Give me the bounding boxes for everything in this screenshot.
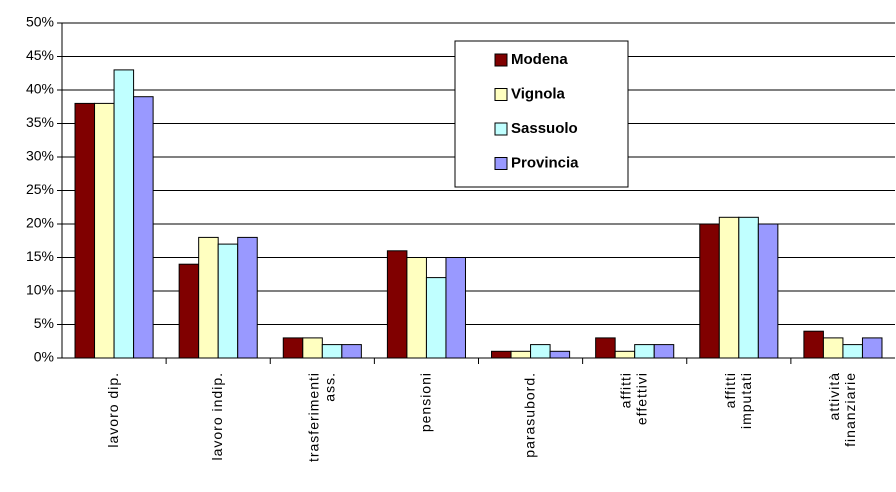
y-tick-label: 25%	[26, 181, 54, 197]
bar	[178, 263, 200, 359]
y-tick-label: 10%	[26, 282, 54, 298]
bar	[425, 277, 447, 359]
bar	[822, 337, 844, 359]
x-tick-label: lavoro dip.	[105, 372, 121, 448]
y-tick-label: 40%	[26, 81, 54, 97]
bar	[74, 102, 96, 359]
bar	[861, 337, 883, 359]
bar	[718, 216, 740, 359]
bar	[549, 350, 571, 359]
bar	[738, 216, 759, 359]
x-tick-label: affittiimputati	[722, 372, 754, 429]
bar	[842, 344, 863, 359]
bar	[321, 344, 343, 359]
x-tick-label: parasubord.	[521, 372, 537, 458]
bar	[133, 96, 154, 359]
legend-box	[454, 40, 629, 188]
y-tick-label: 35%	[26, 114, 54, 130]
legend-swatch	[494, 53, 508, 67]
x-tick-label: pensioni	[417, 372, 433, 432]
y-tick-label: 15%	[26, 248, 54, 264]
bar	[803, 330, 824, 359]
x-tick-label: trasferimentiass.	[305, 372, 337, 462]
legend-label: Modena	[511, 51, 568, 68]
x-tick-label: lavoro indip.	[209, 372, 225, 461]
bar	[198, 236, 219, 359]
legend-label: Vignola	[511, 85, 566, 102]
bar	[237, 236, 258, 359]
bar	[113, 69, 135, 359]
legend-swatch	[494, 157, 508, 170]
x-tick-label: attivitàfinanziarie	[826, 372, 858, 447]
bar	[217, 243, 239, 359]
legend-swatch	[494, 88, 508, 101]
bar	[595, 337, 616, 359]
bar	[757, 223, 779, 359]
y-tick-label: 20%	[26, 215, 54, 231]
bar	[94, 102, 115, 359]
bar	[510, 350, 532, 359]
bar	[302, 337, 323, 359]
bar	[634, 344, 655, 359]
bar	[445, 257, 466, 359]
bar	[530, 344, 551, 359]
bar	[406, 257, 427, 359]
legend-swatch	[494, 122, 508, 136]
y-tick-label: 50%	[26, 14, 54, 30]
bar	[341, 344, 362, 359]
y-tick-label: 5%	[34, 315, 54, 331]
bar	[653, 344, 675, 359]
y-tick-label: 30%	[26, 148, 54, 164]
y-tick-label: 0%	[34, 349, 54, 365]
legend-label: Sassuolo	[511, 120, 578, 137]
bar	[386, 250, 408, 359]
bar	[282, 337, 304, 359]
y-tick-label: 45%	[26, 47, 54, 63]
bar	[614, 350, 636, 359]
legend-label: Provincia	[511, 154, 579, 171]
x-tick-label: affittieffettivi	[617, 372, 649, 425]
bar	[699, 223, 720, 359]
bar	[491, 350, 512, 359]
